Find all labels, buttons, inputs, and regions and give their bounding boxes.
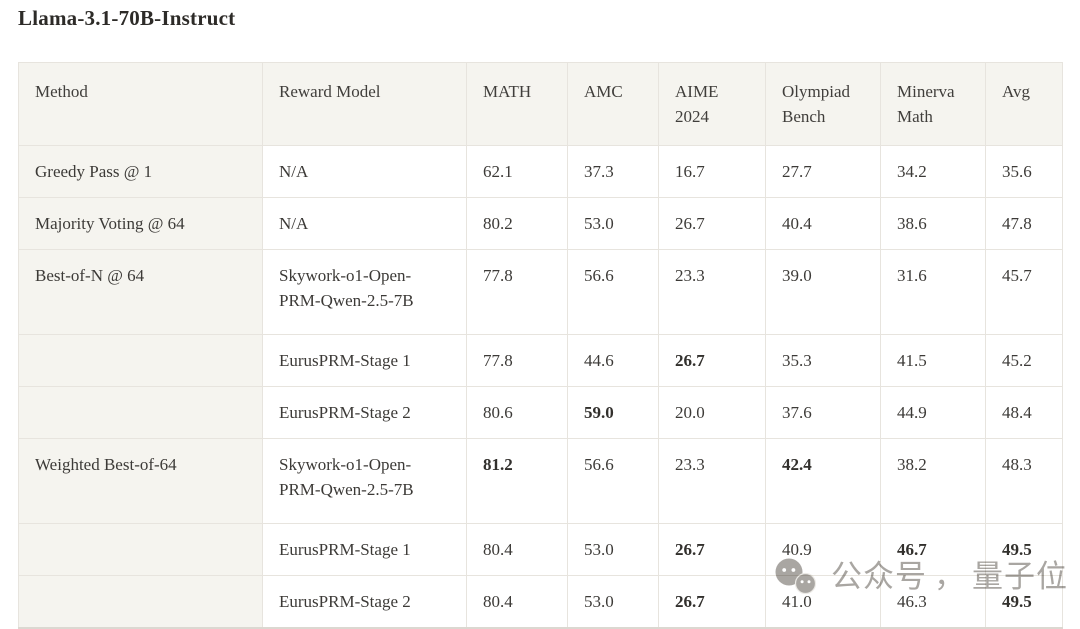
reward-model-cell: EurusPRM-Stage 1 (262, 523, 467, 576)
score-cell: 38.6 (880, 197, 986, 250)
score-cell: 44.6 (567, 334, 659, 387)
method-cell (18, 386, 263, 439)
score-cell: 49.5 (985, 575, 1063, 629)
score-cell: 56.6 (567, 438, 659, 524)
score-cell: 42.4 (765, 438, 881, 524)
score-cell: 26.7 (658, 197, 766, 250)
score-cell: 40.4 (765, 197, 881, 250)
method-cell (18, 575, 263, 629)
table-row: Majority Voting @ 64 N/A 80.2 53.0 26.7 40.4 3… (18, 197, 1063, 250)
column-header-method: Method (18, 62, 263, 146)
score-cell: 48.4 (985, 386, 1063, 439)
table-body: Greedy Pass @ 1 N/A 62.1 37.3 16.7 27.7 34.2 35… (18, 145, 1063, 629)
score-cell: 53.0 (567, 575, 659, 629)
score-cell: 23.3 (658, 438, 766, 524)
score-cell: 39.0 (765, 249, 881, 335)
score-cell: 48.3 (985, 438, 1063, 524)
method-cell: Greedy Pass @ 1 (18, 145, 263, 198)
score-cell: 80.4 (466, 523, 568, 576)
score-cell: 26.7 (658, 575, 766, 629)
column-header-math: MATH (466, 62, 568, 146)
score-cell: 20.0 (658, 386, 766, 439)
score-cell: 45.2 (985, 334, 1063, 387)
score-cell: 77.8 (466, 334, 568, 387)
score-cell: 41.0 (765, 575, 881, 629)
column-header-avg: Avg (985, 62, 1063, 146)
method-cell: Majority Voting @ 64 (18, 197, 263, 250)
header-row: Method Reward Model MATH AMC AIME 2024 O… (18, 62, 1063, 146)
reward-model-cell: EurusPRM-Stage 1 (262, 334, 467, 387)
score-cell: 80.6 (466, 386, 568, 439)
table-row: EurusPRM-Stage 2 80.4 53.0 26.7 41.0 46.3 49.5 (18, 575, 1063, 629)
score-cell: 56.6 (567, 249, 659, 335)
score-cell: 53.0 (567, 197, 659, 250)
method-cell (18, 334, 263, 387)
method-cell: Weighted Best-of-64 (18, 438, 263, 524)
score-cell: 38.2 (880, 438, 986, 524)
score-cell: 35.6 (985, 145, 1063, 198)
score-cell: 35.3 (765, 334, 881, 387)
score-cell: 81.2 (466, 438, 568, 524)
score-cell: 46.7 (880, 523, 986, 576)
score-cell: 40.9 (765, 523, 881, 576)
score-cell: 41.5 (880, 334, 986, 387)
score-cell: 53.0 (567, 523, 659, 576)
score-cell: 80.2 (466, 197, 568, 250)
table-row: Weighted Best-of-64 Skywork-o1-Open-PRM-Q… (18, 438, 1063, 524)
score-cell: 37.6 (765, 386, 881, 439)
score-cell: 44.9 (880, 386, 986, 439)
column-header-minerva-math: Minerva Math (880, 62, 986, 146)
score-cell: 49.5 (985, 523, 1063, 576)
method-cell: Best-of-N @ 64 (18, 249, 263, 335)
column-header-olympiad-bench: Olympiad Bench (765, 62, 881, 146)
column-header-amc: AMC (567, 62, 659, 146)
score-cell: 34.2 (880, 145, 986, 198)
reward-model-cell: N/A (262, 145, 467, 198)
table-row: Greedy Pass @ 1 N/A 62.1 37.3 16.7 27.7 34.2 35… (18, 145, 1063, 198)
score-cell: 31.6 (880, 249, 986, 335)
page-title: Llama-3.1-70B-Instruct (18, 6, 236, 30)
score-cell: 27.7 (765, 145, 881, 198)
table-row: EurusPRM-Stage 2 80.6 59.0 20.0 37.6 44.9 48.4 (18, 386, 1063, 439)
reward-model-cell: N/A (262, 197, 467, 250)
score-cell: 80.4 (466, 575, 568, 629)
column-header-reward-model: Reward Model (262, 62, 467, 146)
reward-model-cell: Skywork-o1-Open-PRM-Qwen-2.5-7B (262, 249, 467, 335)
table-row: EurusPRM-Stage 1 80.4 53.0 26.7 40.9 46.7 49.5 (18, 523, 1063, 576)
score-cell: 46.3 (880, 575, 986, 629)
method-cell (18, 523, 263, 576)
score-cell: 23.3 (658, 249, 766, 335)
table-header: Method Reward Model MATH AMC AIME 2024 O… (18, 62, 1063, 146)
score-cell: 59.0 (567, 386, 659, 439)
score-cell: 45.7 (985, 249, 1063, 335)
reward-model-cell: EurusPRM-Stage 2 (262, 386, 467, 439)
table-row: EurusPRM-Stage 1 77.8 44.6 26.7 35.3 41.5 45.2 (18, 334, 1063, 387)
table-row: Best-of-N @ 64 Skywork-o1-Open-PRM-Qwen-2… (18, 249, 1063, 335)
column-header-aime-2024: AIME 2024 (658, 62, 766, 146)
score-cell: 77.8 (466, 249, 568, 335)
reward-model-cell: EurusPRM-Stage 2 (262, 575, 467, 629)
score-cell: 62.1 (466, 145, 568, 198)
score-cell: 37.3 (567, 145, 659, 198)
reward-model-cell: Skywork-o1-Open-PRM-Qwen-2.5-7B (262, 438, 467, 524)
score-cell: 26.7 (658, 334, 766, 387)
score-cell: 47.8 (985, 197, 1063, 250)
results-table: Method Reward Model MATH AMC AIME 2024 O… (18, 62, 1063, 629)
score-cell: 26.7 (658, 523, 766, 576)
score-cell: 16.7 (658, 145, 766, 198)
